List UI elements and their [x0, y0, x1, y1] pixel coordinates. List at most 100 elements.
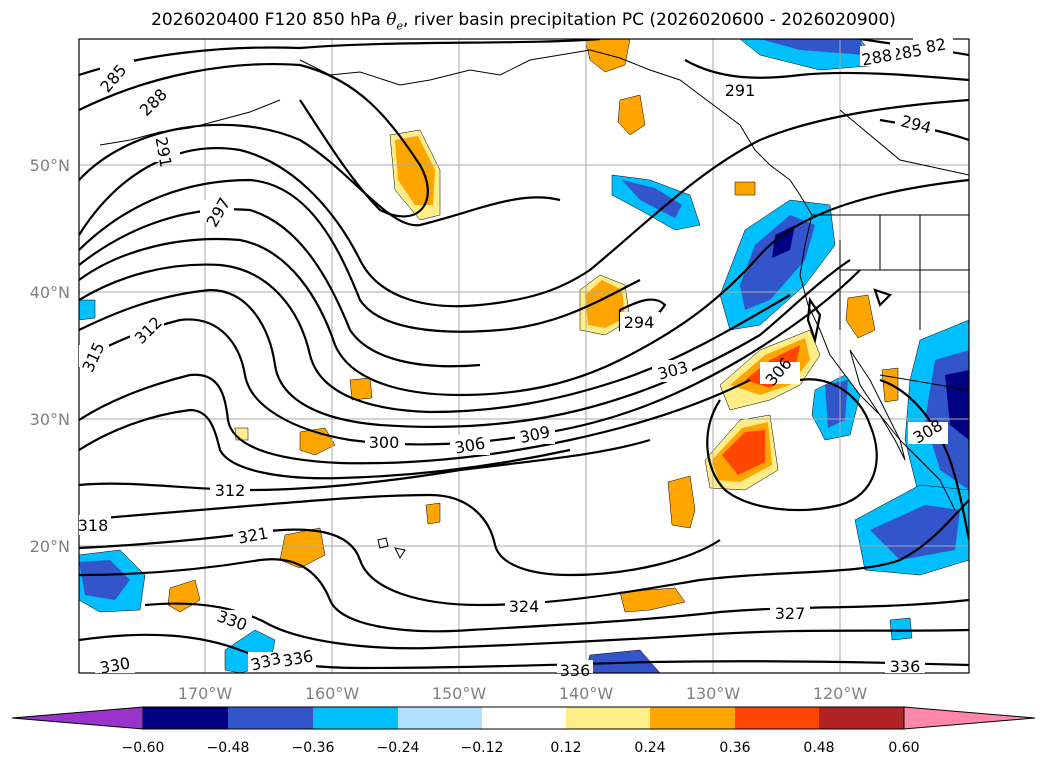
colorbar-bin	[482, 707, 566, 729]
pos-area	[617, 94, 646, 136]
colorbar-tick-label: 0.12	[550, 740, 581, 756]
neg-area	[740, 215, 815, 310]
map-title: 2026020400 F120 850 hPa θe, river basin …	[0, 10, 1047, 32]
contour-line	[79, 493, 721, 577]
theta-subscript: e	[396, 19, 403, 33]
contour-label: 294	[624, 313, 655, 332]
contour-line	[144, 602, 969, 650]
contour-line	[879, 378, 969, 541]
colorbar-tick-label: 0.36	[719, 740, 750, 756]
neg-area	[889, 617, 913, 641]
colorbar: −0.60 −0.48 −0.36 −0.24 −0.12 0.12 0.24 …	[11, 706, 1036, 756]
colorbar-tick-label: 0.24	[634, 740, 665, 756]
contour-label: 336	[560, 661, 591, 680]
neg-area	[79, 560, 130, 600]
contour-line	[79, 263, 791, 414]
contour-label: 336	[890, 657, 921, 676]
pos-area	[167, 579, 201, 613]
colorbar-tick-label: 0.60	[888, 740, 919, 756]
latitude-labels: 50°N 40°N 30°N 20°N	[30, 156, 70, 556]
contour-line	[79, 259, 851, 428]
contour-line	[79, 98, 969, 308]
colorbar-bin	[650, 707, 735, 729]
colorbar-tick-label: −0.60	[122, 740, 165, 756]
contour-line	[806, 288, 893, 345]
contour-label: 330	[98, 653, 131, 677]
lon-label-160w: 160°W	[305, 684, 360, 703]
contour-label: 300	[369, 433, 400, 452]
colorbar-tick-label: −0.24	[377, 740, 420, 756]
us-mexico-border	[879, 374, 969, 391]
longitude-labels: 170°W 160°W 150°W 140°W 130°W 120°W	[178, 684, 868, 703]
baja-california	[849, 349, 906, 461]
pos-area	[845, 294, 876, 339]
contour-line	[684, 59, 969, 82]
neg-area	[945, 370, 969, 440]
graticule	[79, 39, 969, 673]
contour-line	[79, 62, 429, 218]
pos-area	[425, 502, 441, 525]
lon-label-170w: 170°W	[178, 684, 233, 703]
neg-area	[79, 299, 96, 321]
pos-area	[722, 430, 765, 475]
contour-line	[79, 408, 571, 480]
hawaii	[377, 537, 406, 560]
colorbar-bin	[313, 707, 398, 729]
contour-line	[79, 178, 969, 397]
contour-line	[79, 39, 601, 77]
pos-area	[279, 527, 326, 569]
map-frame	[78, 38, 970, 674]
contour-line	[79, 178, 641, 333]
colorbar-frame	[142, 706, 905, 730]
contour-line	[79, 208, 481, 368]
title-suffix: , river basin precipitation PC (20260206…	[402, 10, 896, 30]
theta-symbol: θ	[386, 10, 397, 30]
contour-line	[79, 633, 969, 670]
contour-line	[79, 373, 751, 465]
lon-label-140w: 140°W	[559, 684, 614, 703]
neg-area	[825, 380, 848, 428]
pos-area	[584, 39, 631, 73]
contour-line	[706, 378, 878, 512]
precip-fill-layer	[79, 39, 969, 673]
pos-area	[667, 475, 696, 529]
pos-area	[619, 587, 686, 613]
colorbar-bin	[566, 707, 650, 729]
state-lines	[839, 109, 969, 330]
pos-area	[734, 181, 756, 196]
contour-label: 318	[78, 516, 109, 535]
contour-line	[79, 438, 651, 492]
colorbar-tick-label: −0.12	[461, 740, 504, 756]
theta-e-contours	[79, 39, 969, 670]
lon-label-150w: 150°W	[432, 684, 487, 703]
colorbar-bin	[735, 707, 819, 729]
lat-label-50n: 50°N	[30, 156, 70, 175]
contour-label: 324	[509, 597, 540, 616]
colorbar-bin	[143, 707, 228, 729]
colorbar-min-extend	[11, 706, 144, 730]
alaska-coast	[299, 49, 813, 216]
aleutians	[99, 99, 281, 146]
lon-label-120w: 120°W	[813, 684, 868, 703]
lat-label-40n: 40°N	[30, 283, 70, 302]
neg-area	[760, 39, 865, 55]
colorbar-bin	[228, 707, 313, 729]
contour-label: 327	[775, 604, 806, 623]
contour-line	[79, 499, 969, 607]
contour-label: 291	[725, 81, 756, 100]
pos-area	[349, 377, 373, 401]
lat-label-20n: 20°N	[30, 537, 70, 556]
lat-label-30n: 30°N	[30, 410, 70, 429]
colorbar-tick-label: −0.48	[207, 740, 250, 756]
neg-area	[622, 180, 682, 218]
colorbar-bin	[398, 707, 482, 729]
contour-label: 312	[215, 481, 246, 500]
contour-line	[79, 123, 561, 227]
colorbar-max-extend	[903, 706, 1036, 730]
neg-area	[772, 225, 795, 258]
colorbar-bin	[819, 707, 904, 729]
pos-area	[395, 136, 435, 205]
north-america-coast	[799, 214, 956, 511]
contour-labels: 285 288 291 297 312 315 282 285 288 291 …	[78, 34, 953, 680]
